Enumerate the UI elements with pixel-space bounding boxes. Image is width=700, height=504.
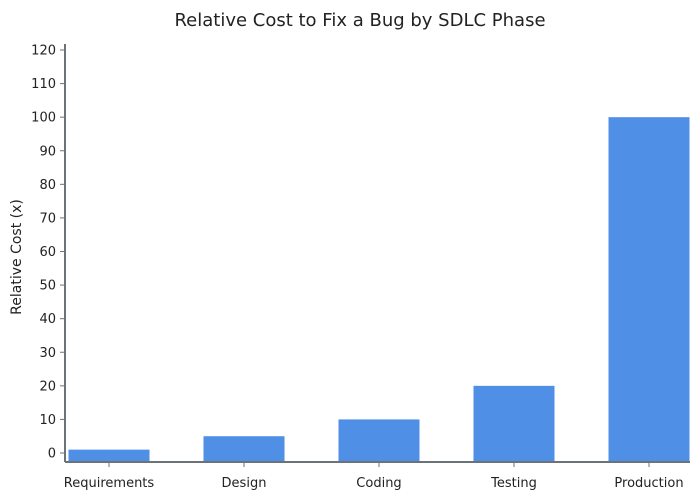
- bar-design: [203, 436, 285, 461]
- y-tick-label: 100: [31, 111, 56, 126]
- bar-testing: [473, 385, 555, 461]
- bar-requirements: [68, 449, 150, 461]
- x-tick-label: Requirements: [64, 476, 155, 491]
- x-tick-label: Testing: [490, 476, 537, 491]
- y-tick-label: 50: [39, 279, 56, 294]
- y-tick-label: 70: [39, 211, 56, 226]
- y-tick-label: 120: [31, 44, 56, 59]
- y-tick-label: 20: [39, 379, 56, 394]
- y-tick-label: 30: [39, 346, 56, 361]
- x-tick-label: Production: [614, 476, 683, 491]
- bar-production: [608, 117, 690, 462]
- y-tick-label: 80: [39, 178, 56, 193]
- x-tick-label: Design: [222, 476, 267, 491]
- x-tick-label: Coding: [356, 476, 401, 491]
- y-tick-label: 60: [39, 245, 56, 260]
- y-tick-label: 40: [39, 312, 56, 327]
- y-axis: 0 10 20 30 40 50 60 70 80 90 100 110 120: [31, 44, 66, 462]
- y-tick-label: 90: [39, 144, 56, 159]
- x-axis: Requirements Design Coding Testing Productio…: [64, 461, 690, 491]
- bars: [68, 117, 690, 462]
- y-axis-label: Relative Cost (x): [9, 199, 25, 315]
- y-tick-label: 10: [39, 413, 56, 428]
- y-tick-label: 110: [31, 77, 56, 92]
- bar-coding: [338, 419, 420, 461]
- chart-title: Relative Cost to Fix a Bug by SDLC Phase: [174, 10, 545, 31]
- y-tick-label: 0: [48, 447, 56, 462]
